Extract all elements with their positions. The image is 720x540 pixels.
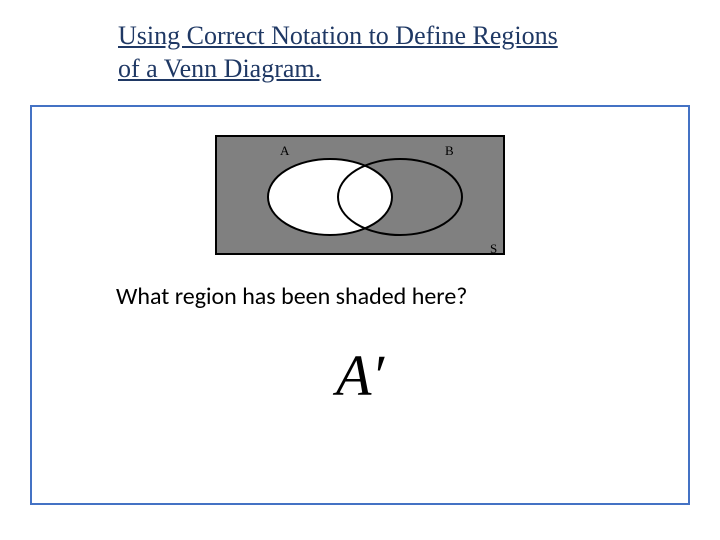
title-line-2: of a Venn Diagram.	[118, 54, 321, 83]
label-s: S	[490, 241, 497, 256]
label-b: B	[445, 143, 454, 158]
venn-svg: A B S	[215, 135, 505, 260]
label-a: A	[280, 143, 290, 158]
venn-diagram: A B S	[215, 135, 505, 265]
answer-text: A′	[336, 342, 384, 409]
question-text: What region has been shaded here?	[116, 282, 467, 311]
page-title: Using Correct Notation to Define Regions…	[118, 20, 598, 85]
title-line-1: Using Correct Notation to Define Regions	[118, 21, 558, 50]
slide: Using Correct Notation to Define Regions…	[0, 0, 720, 540]
content-panel: A B S What region has been shaded here? …	[30, 105, 690, 505]
